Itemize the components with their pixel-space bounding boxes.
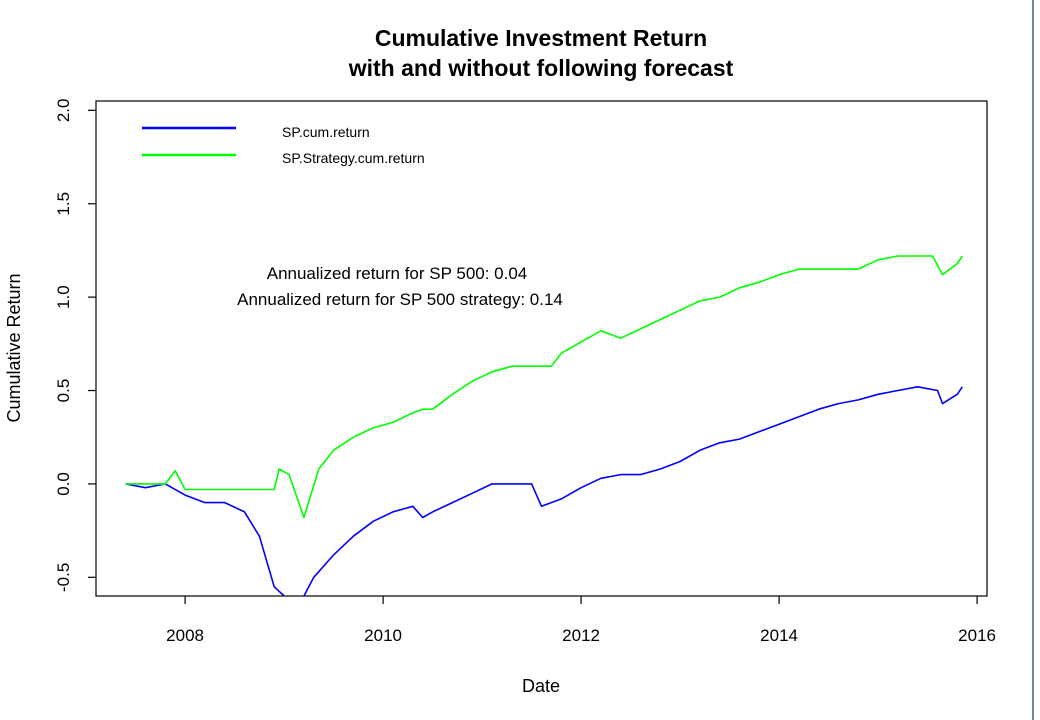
y-axis-title: Cumulative Return bbox=[4, 273, 24, 422]
series-line-0 bbox=[125, 385, 963, 596]
y-tick-label: -0.5 bbox=[54, 563, 73, 592]
x-tick-label: 2012 bbox=[562, 626, 600, 645]
x-axis-title: Date bbox=[522, 676, 560, 696]
y-tick-label: 0.0 bbox=[54, 472, 73, 496]
plot-frame bbox=[95, 100, 988, 597]
x-tick-label: 2010 bbox=[364, 626, 402, 645]
series-lines bbox=[125, 255, 963, 596]
x-tick-label: 2008 bbox=[166, 626, 204, 645]
y-tick-label: 1.5 bbox=[54, 192, 73, 216]
window-edge-border bbox=[1032, 0, 1034, 720]
y-tick-label: 1.0 bbox=[54, 285, 73, 309]
annotation-strategy-return: Annualized return for SP 500 strategy: 0… bbox=[237, 290, 563, 309]
legend-label-sp-cum-return: SP.cum.return bbox=[282, 124, 370, 140]
legend-label-sp-strategy-cum-return: SP.Strategy.cum.return bbox=[282, 150, 425, 166]
x-tick-label: 2016 bbox=[958, 626, 996, 645]
y-tick-label: 0.5 bbox=[54, 379, 73, 403]
annotation-sp500-return: Annualized return for SP 500: 0.04 bbox=[267, 264, 528, 283]
legend: SP.cum.return SP.Strategy.cum.return bbox=[142, 124, 425, 166]
x-tick-label: 2014 bbox=[760, 626, 798, 645]
chart-title-line2: with and without following forecast bbox=[348, 55, 734, 81]
series-line-1 bbox=[125, 255, 963, 519]
y-tick-label: 2.0 bbox=[54, 99, 73, 123]
chart-title-line1: Cumulative Investment Return bbox=[375, 25, 707, 51]
y-axis: -0.5 0.0 0.5 1.0 1.5 2.0 bbox=[54, 99, 96, 592]
x-axis: 2008 2010 2012 2014 2016 bbox=[166, 596, 996, 645]
